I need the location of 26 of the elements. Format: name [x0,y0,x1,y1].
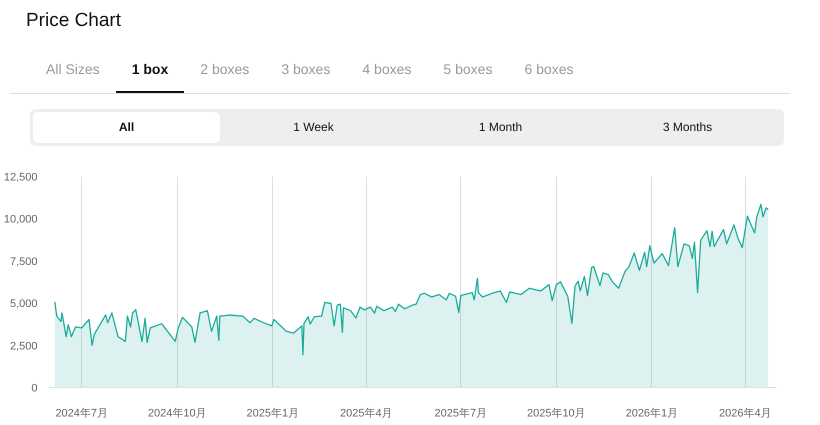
x-tick-label: 2024年7月 [55,408,108,420]
y-tick-label: 0 [31,382,38,394]
x-tick-label: 2025年7月 [434,408,488,420]
text: 1 Week [292,119,335,136]
x-tick-label: 2025年4月 [340,408,393,420]
text: 4 boxes [361,60,412,79]
x-tick-label: 2025年10月 [526,408,586,420]
y-tick-label: 10,000 [4,214,38,226]
text: All [33,112,220,144]
text: 6 boxes [523,60,574,79]
text: All Sizes [45,60,101,79]
x-tick-label: 2026年1月 [626,408,678,420]
text: 5 boxes [442,60,494,79]
chart-title: Price Chart [25,9,122,33]
text: 3 boxes [280,60,332,79]
text: 2 boxes [199,60,250,79]
x-tick-label: 2026年4月 [719,408,772,420]
x-tick-label: 2025年1月 [246,408,300,420]
y-tick-label: 7,500 [10,256,38,268]
x-tick-label: 2024年10月 [148,408,207,420]
text: 1 box [116,49,184,93]
text: 1 Month [478,119,524,136]
y-tick-label: 12,500 [4,172,38,184]
y-tick-label: 5,000 [10,298,38,310]
y-tick-label: 2,500 [10,340,38,352]
text: 3 Months [662,119,714,136]
